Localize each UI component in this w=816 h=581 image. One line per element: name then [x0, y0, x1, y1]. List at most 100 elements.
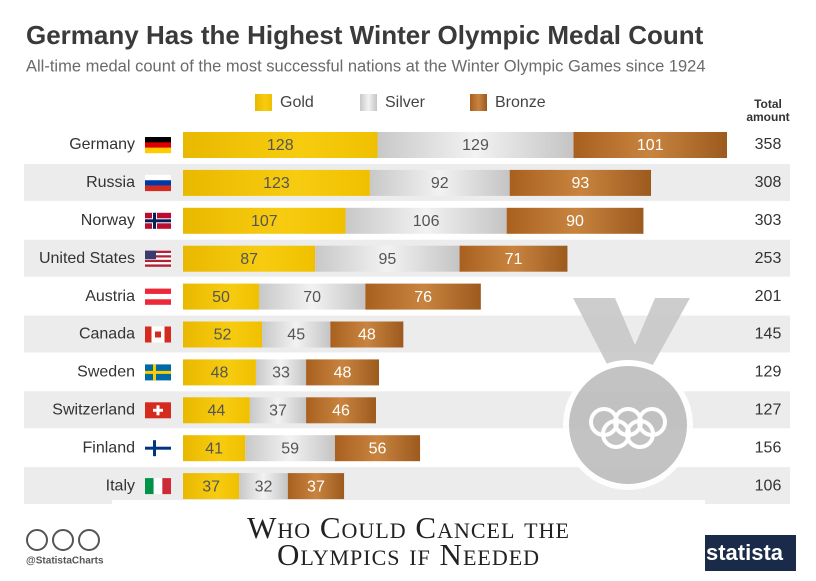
- bar-segment: [239, 473, 288, 500]
- bar-segment: [306, 397, 376, 424]
- flag: [145, 174, 171, 192]
- category-label: Russia: [86, 174, 135, 191]
- total-label: 145: [755, 326, 782, 343]
- bar-segment: [255, 359, 307, 386]
- flag-part: [145, 259, 171, 263]
- value-label: 87: [240, 251, 258, 268]
- bars: Germany 128 129 101 358 Russia 123 92 93 308 Norwa…: [39, 132, 782, 500]
- value-label: 70: [303, 289, 321, 306]
- flag-part: [145, 255, 171, 258]
- flag-part: [145, 264, 171, 267]
- category-label: Canada: [79, 326, 135, 343]
- bar-segment: [334, 435, 421, 462]
- bar-segment: [306, 359, 380, 386]
- value-label: 59: [281, 440, 299, 457]
- flag: [145, 288, 171, 305]
- flag: [145, 364, 171, 381]
- value-label: 129: [462, 137, 489, 154]
- value-label: 90: [566, 213, 584, 230]
- flag-part: [145, 293, 171, 300]
- chart-subtitle: All-time medal count of the most success…: [26, 57, 706, 75]
- flag-part: [145, 142, 171, 148]
- category-label: Switzerland: [52, 402, 135, 419]
- bar-segment: [345, 207, 507, 234]
- bar-segment: [459, 245, 568, 272]
- flag-part: [155, 331, 161, 338]
- legend-label: Gold: [280, 94, 314, 111]
- total-label: 127: [755, 402, 782, 419]
- flag-part: [145, 174, 171, 181]
- legend-swatch: [255, 94, 272, 111]
- category-label: Italy: [106, 477, 135, 494]
- total-label: 358: [755, 136, 782, 153]
- flag-part: [145, 219, 171, 223]
- legend-label: Bronze: [495, 94, 546, 111]
- logo: statista: [706, 540, 784, 565]
- value-label: 92: [431, 175, 449, 192]
- footer-handle: @StatistaCharts: [26, 556, 104, 567]
- bar-segment: [262, 321, 331, 348]
- value-label: 50: [212, 289, 230, 306]
- value-label: 48: [334, 365, 352, 382]
- value-label: 46: [332, 403, 350, 420]
- bar-segment: [509, 169, 652, 196]
- category-label: Norway: [81, 212, 135, 229]
- bar-segment: [506, 207, 644, 234]
- value-label: 71: [505, 251, 523, 268]
- value-label: 95: [378, 251, 396, 268]
- overlay-line: Olympics if Needed: [276, 537, 541, 572]
- bar-segment: [183, 359, 256, 386]
- bar-segment: [258, 283, 366, 310]
- value-label: 107: [251, 213, 278, 230]
- bar-segment: [573, 132, 727, 158]
- total-label: 156: [755, 439, 782, 456]
- total-label: 308: [755, 174, 782, 191]
- value-label: 37: [202, 478, 220, 495]
- value-label: 106: [413, 213, 440, 230]
- flag-part: [145, 147, 171, 154]
- value-label: 52: [214, 327, 232, 344]
- value-label: 41: [205, 440, 223, 457]
- row-band: [24, 467, 790, 505]
- bar-segment: [183, 321, 263, 348]
- value-label: 101: [637, 137, 664, 154]
- value-label: 32: [255, 478, 273, 495]
- value-label: 48: [358, 327, 376, 344]
- value-label: 37: [307, 478, 325, 495]
- value-label: 48: [211, 365, 229, 382]
- flag: [145, 478, 171, 495]
- total-label: 106: [755, 477, 782, 494]
- total-label: 201: [755, 288, 782, 305]
- category-label: Finland: [83, 439, 135, 456]
- category-label: United States: [39, 250, 135, 267]
- bar-segment: [249, 397, 307, 424]
- bar-segment: [377, 132, 574, 158]
- flag: [145, 212, 171, 229]
- flag-part: [145, 262, 171, 265]
- bar-segment: [330, 321, 404, 348]
- bar-segment: [183, 169, 370, 196]
- flag-part: [145, 180, 171, 186]
- flag-part: [145, 288, 171, 295]
- flag: [145, 440, 171, 457]
- overlay-line: Who Could Cancel the: [247, 510, 570, 545]
- value-label: 76: [414, 289, 432, 306]
- flag: [145, 402, 171, 419]
- bar-segment: [287, 473, 345, 500]
- total-label: 253: [755, 250, 782, 267]
- legend-swatch: [360, 94, 377, 111]
- value-label: 128: [267, 137, 294, 154]
- total-label: 303: [755, 212, 782, 229]
- flag: [145, 326, 171, 343]
- flag-part: [153, 408, 163, 412]
- category-label: Germany: [69, 136, 135, 153]
- legend-swatch: [470, 94, 487, 111]
- flag: [145, 250, 171, 267]
- flag-part: [145, 252, 171, 256]
- total-header: Total amount: [746, 97, 790, 124]
- value-label: 45: [287, 327, 305, 344]
- flag-part: [145, 370, 171, 374]
- flag-part: [145, 478, 154, 495]
